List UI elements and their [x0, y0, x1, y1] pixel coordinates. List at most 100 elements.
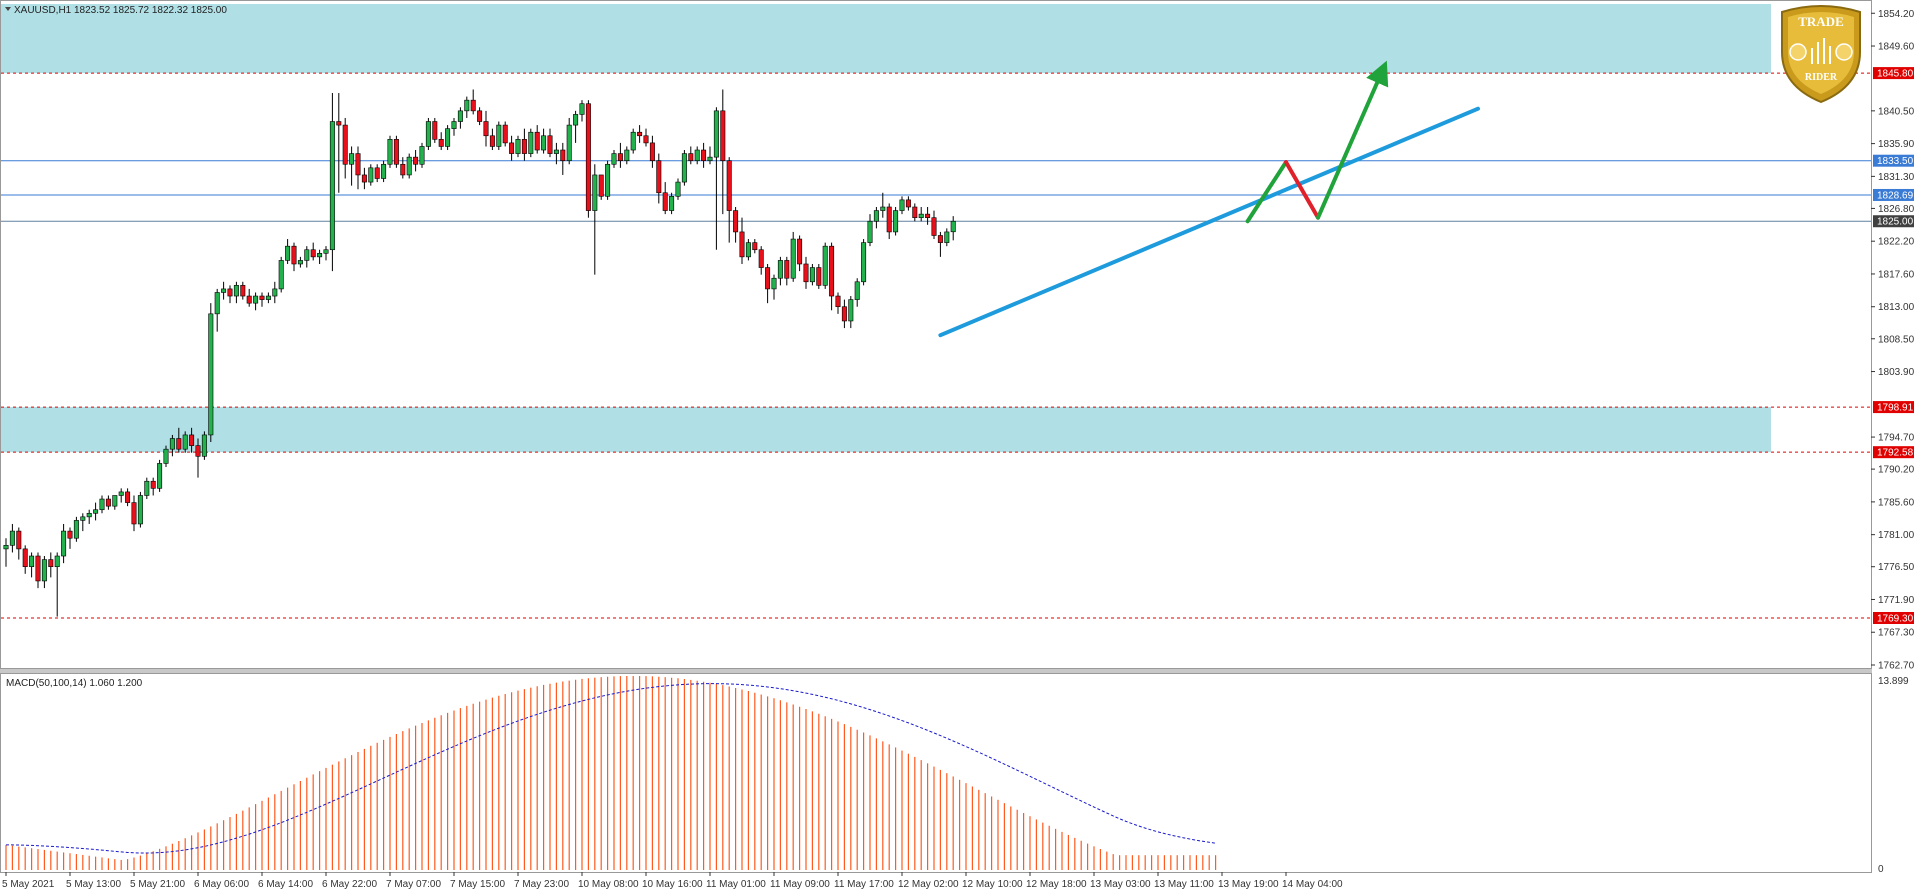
- time-tick-label: 5 May 21:00: [130, 879, 185, 890]
- candle-body: [16, 530, 22, 550]
- candle: [867, 214, 873, 247]
- candle: [355, 146, 361, 190]
- candle-body: [669, 196, 675, 211]
- candle-body: [291, 245, 297, 265]
- price-tick-label: 1854.20: [1878, 9, 1915, 20]
- candle: [445, 125, 451, 151]
- candle: [477, 107, 483, 126]
- pane-separator[interactable]: [0, 669, 1872, 673]
- projection-arrow: [1284, 160, 1320, 220]
- candle: [931, 210, 937, 240]
- candle: [752, 239, 758, 254]
- price-tick-label: 1794.70: [1878, 433, 1915, 444]
- candle-body: [573, 114, 579, 126]
- price-tag-label: 1828.69: [1877, 190, 1914, 201]
- price-tick-label: 1790.20: [1878, 465, 1915, 476]
- candle-body: [67, 530, 73, 539]
- candle-body: [227, 288, 233, 297]
- shield-inner-icon: [1788, 12, 1854, 94]
- time-tick-label: 7 May 07:00: [386, 879, 441, 890]
- price-tag-label: 1845.80: [1877, 69, 1914, 80]
- candle: [253, 292, 259, 311]
- candle: [451, 117, 457, 136]
- candle: [259, 292, 265, 307]
- chart-header: XAUUSD,H1 1823.52 1825.72 1822.32 1825.0…: [5, 5, 227, 16]
- candle-body: [182, 434, 188, 450]
- candle: [349, 146, 355, 186]
- candle: [400, 157, 406, 179]
- candle: [425, 117, 431, 151]
- time-tick-label: 13 May 03:00: [1090, 879, 1151, 890]
- candle-body: [297, 260, 303, 265]
- time-axis[interactable]: 5 May 2021 5 May 13:00 5 May 21:00 6 May 06…: [2, 872, 1343, 890]
- candle-body: [899, 199, 905, 211]
- logo-text-top: TRADE: [1798, 14, 1844, 29]
- price-axis[interactable]: 1854.20 1849.60 1840.50 1835.90 1831.30 1826.…: [1871, 9, 1915, 672]
- projection-arrow: [1245, 160, 1288, 224]
- candle-body: [681, 153, 687, 183]
- macd-signal-line: [5, 683, 1216, 854]
- candle-body: [425, 121, 431, 147]
- triangle-down-icon[interactable]: [5, 7, 11, 11]
- candle-body: [848, 299, 854, 322]
- price-tag-label: 1833.50: [1877, 156, 1914, 167]
- candle: [637, 125, 643, 143]
- candle-body: [406, 156, 412, 176]
- candle-body: [758, 249, 764, 268]
- candle: [342, 117, 348, 179]
- candle-body: [816, 267, 822, 286]
- candle-body: [784, 260, 790, 279]
- candle: [592, 164, 598, 275]
- candle-body: [285, 245, 291, 261]
- candle: [950, 216, 956, 241]
- candle-body: [739, 231, 745, 258]
- candle-body: [413, 156, 419, 165]
- time-tick-label: 5 May 13:00: [66, 879, 121, 890]
- candle: [585, 100, 591, 218]
- candle-body: [381, 163, 387, 179]
- candle-body: [617, 153, 623, 162]
- price-tag: [1873, 67, 1914, 80]
- price-tag: [1873, 188, 1914, 201]
- trendline: [938, 106, 1480, 338]
- candle-body: [861, 242, 867, 283]
- candle: [240, 281, 246, 300]
- candle-body: [86, 512, 92, 518]
- candle: [48, 552, 54, 578]
- candle: [118, 488, 124, 503]
- candle: [784, 256, 790, 286]
- price-tick-label: 1762.70: [1878, 661, 1915, 672]
- price-tick-label: 1849.60: [1878, 42, 1915, 53]
- candle-body: [829, 245, 835, 297]
- candle-body: [521, 139, 527, 154]
- candle: [713, 107, 719, 250]
- candle-body: [547, 135, 553, 154]
- candle-body: [937, 235, 943, 243]
- candle-body: [169, 438, 175, 450]
- candle-body: [880, 206, 886, 211]
- candle-body: [918, 213, 924, 218]
- symbol-label: XAUUSD,H1: [14, 5, 72, 16]
- candle: [688, 146, 694, 165]
- candle: [496, 121, 502, 151]
- candle: [822, 242, 828, 289]
- candle-body: [662, 192, 668, 211]
- candle-body: [118, 491, 124, 496]
- logo-text-bottom: RIDER: [1805, 72, 1838, 83]
- time-tick-label: 10 May 08:00: [578, 879, 639, 890]
- time-tick-label: 13 May 11:00: [1154, 879, 1214, 890]
- candle: [336, 93, 342, 193]
- candle-body: [560, 149, 566, 162]
- candle: [157, 459, 163, 492]
- candle-body: [349, 153, 355, 165]
- candle: [163, 445, 169, 467]
- candle: [22, 545, 28, 574]
- candle-body: [656, 160, 662, 194]
- candle-body: [726, 160, 732, 211]
- price-tag-label: 1769.30: [1877, 613, 1914, 624]
- candle-body: [464, 99, 470, 112]
- candle-body: [259, 295, 265, 300]
- candle-body: [445, 128, 451, 147]
- candle-body: [41, 559, 47, 582]
